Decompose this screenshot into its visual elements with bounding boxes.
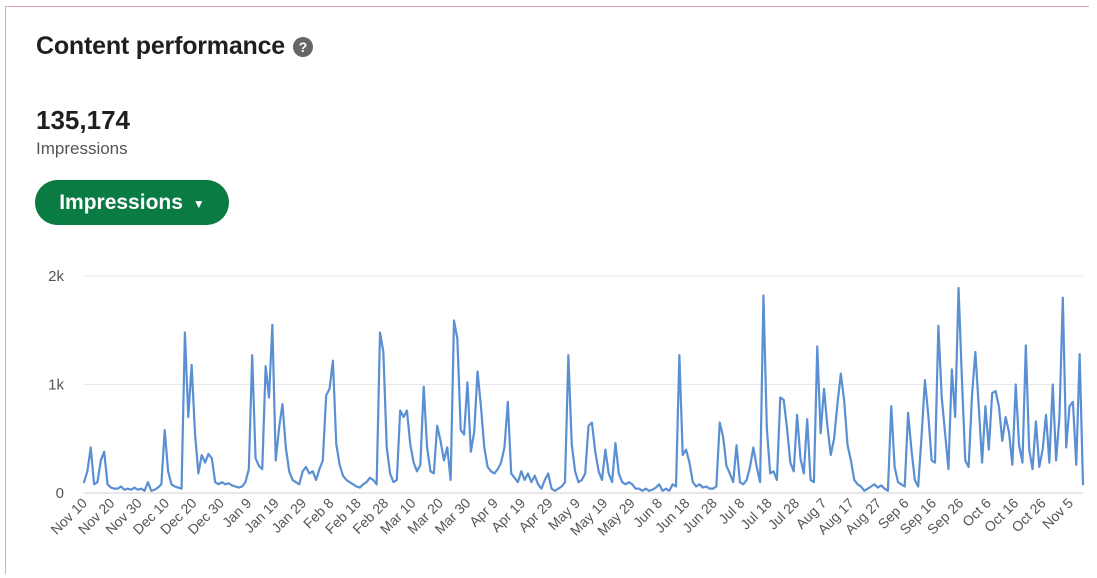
metric-selector-label: Impressions xyxy=(59,190,183,214)
metric-selector-button[interactable]: Impressions ▼ xyxy=(35,180,229,225)
help-icon[interactable]: ? xyxy=(293,36,314,57)
y-axis-labels: 0 1k 2k xyxy=(48,268,64,502)
impressions-series-line xyxy=(82,286,1085,492)
y-tick-label: 2k xyxy=(48,268,64,285)
impressions-label: Impressions xyxy=(36,139,128,158)
chevron-down-icon: ▼ xyxy=(192,196,205,211)
series-points xyxy=(83,287,1084,491)
y-tick-label: 1k xyxy=(48,377,64,394)
impressions-value: 135,174 xyxy=(36,105,130,135)
title-row: Content performance ? xyxy=(36,32,314,61)
y-tick-label: 0 xyxy=(56,485,64,502)
page-title: Content performance xyxy=(36,32,286,60)
x-tick-label: Nov 5 xyxy=(1039,495,1076,532)
content-performance-card xyxy=(5,6,1089,574)
x-tick-label: Jul 28 xyxy=(765,495,803,533)
